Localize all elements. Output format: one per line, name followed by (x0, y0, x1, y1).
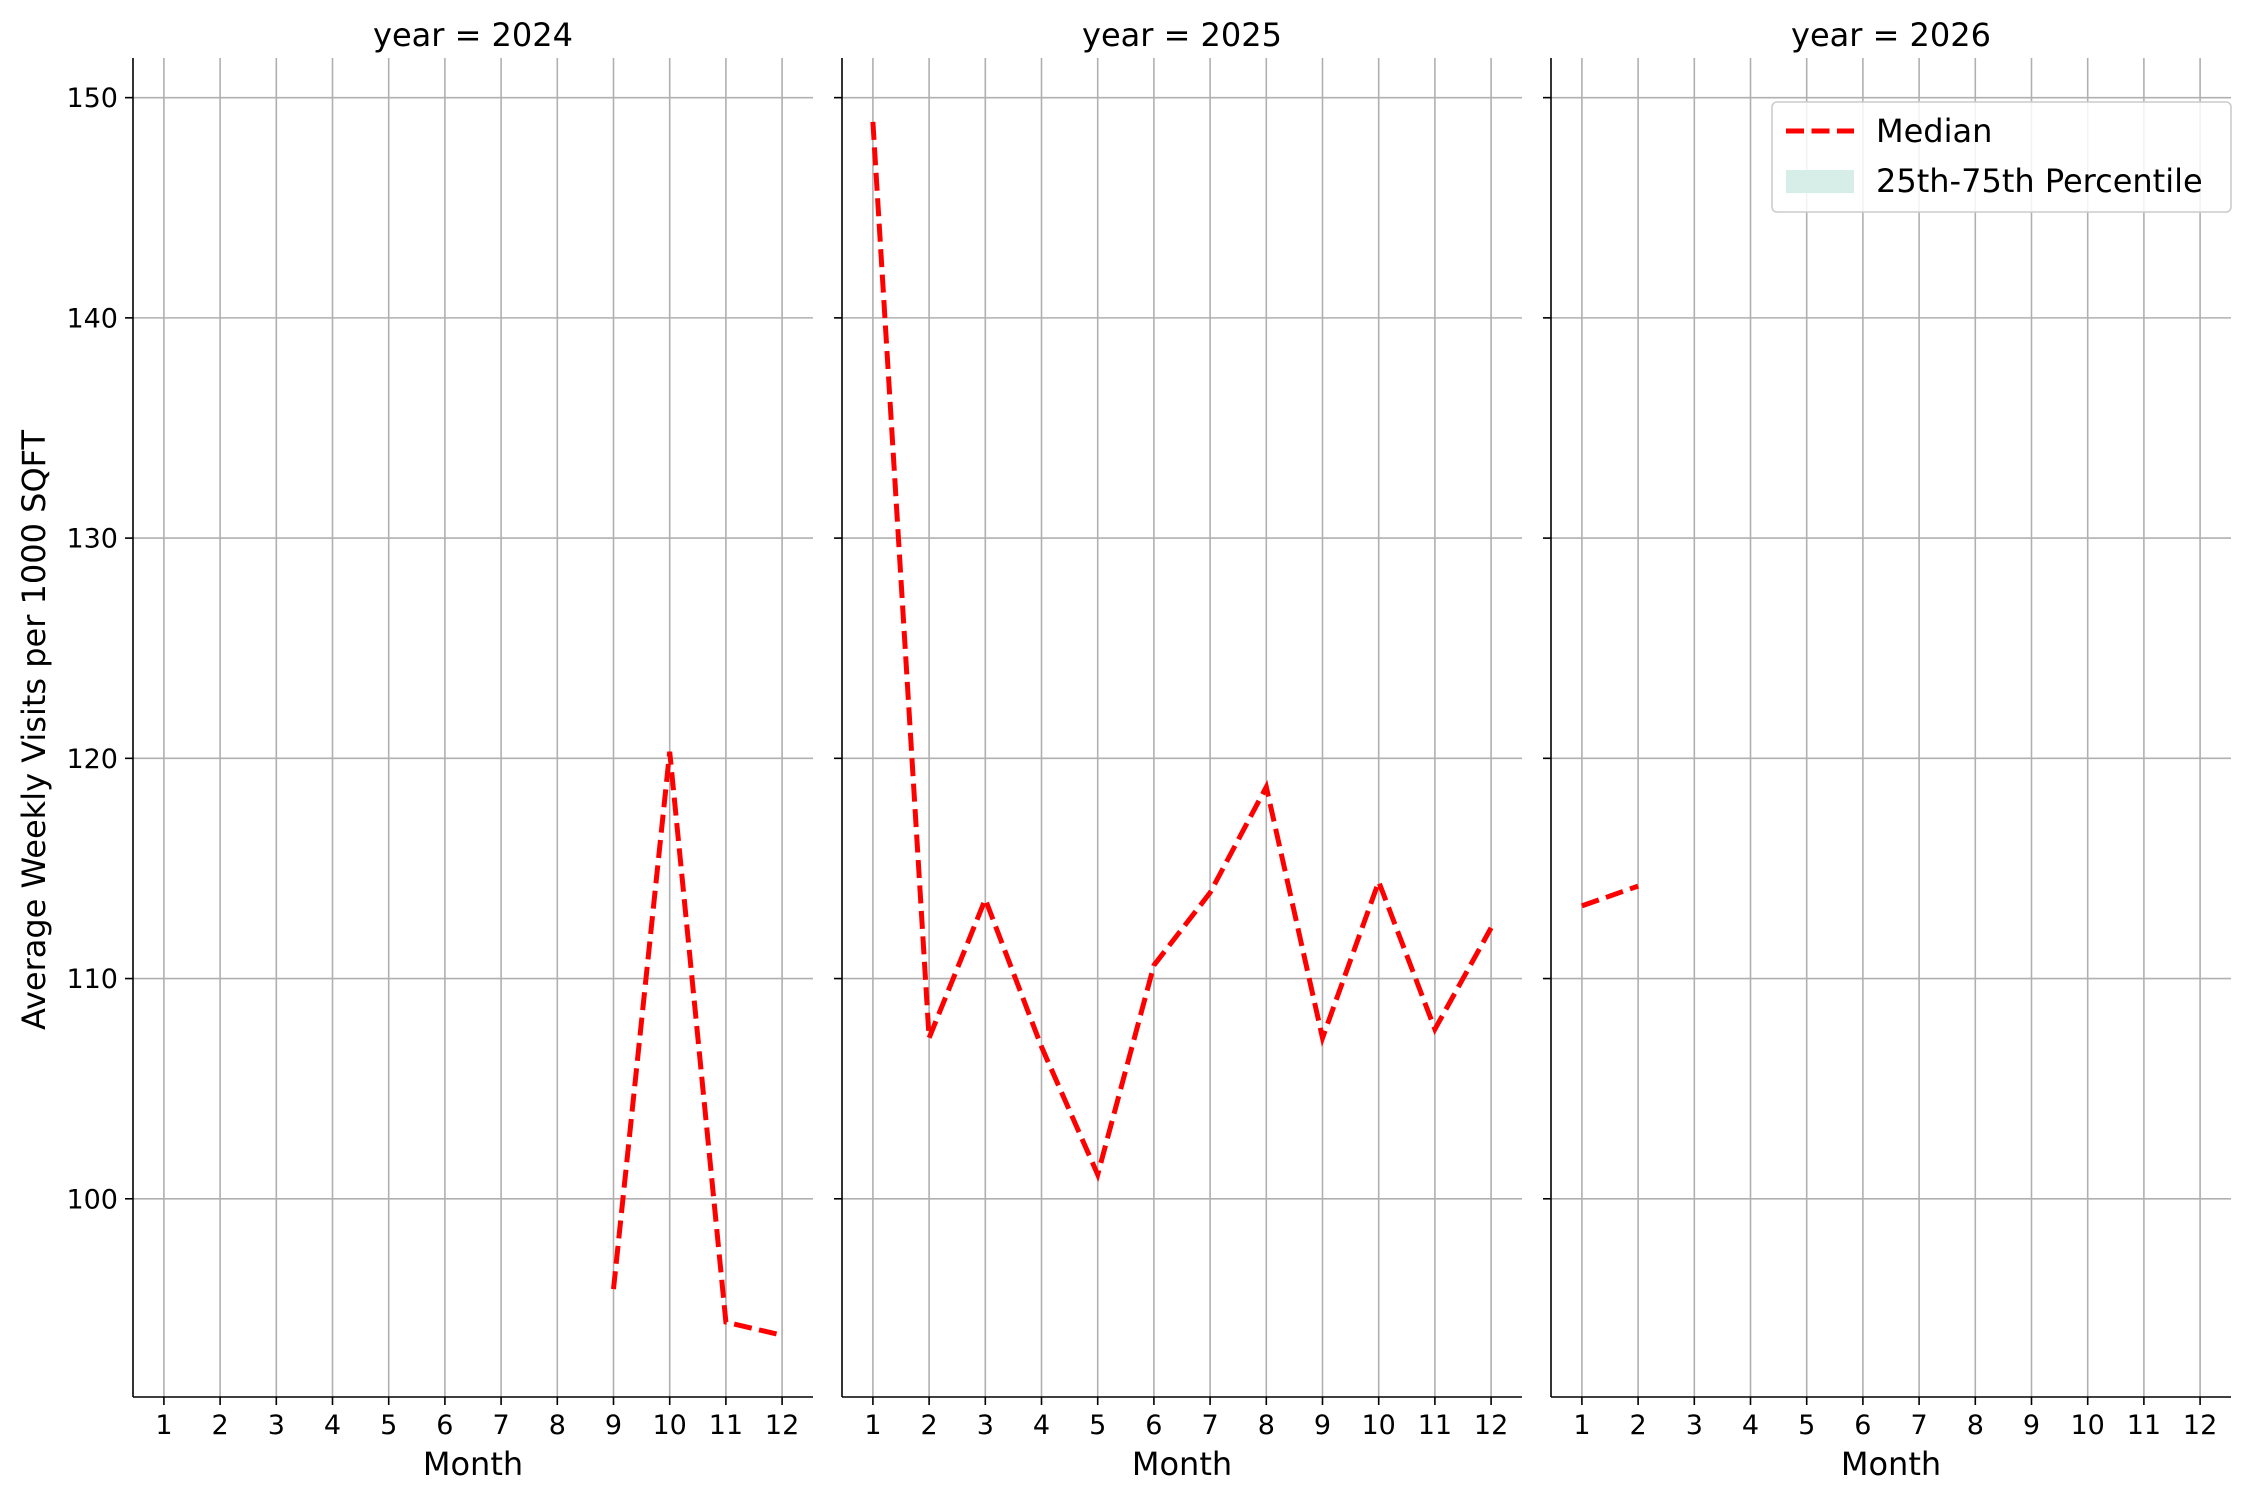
legend-percentile-swatch (1786, 170, 1854, 193)
x-tick-label: 7 (1202, 1410, 1219, 1441)
x-tick-label: 3 (268, 1410, 285, 1441)
x-tick-label: 12 (1474, 1410, 1508, 1441)
y-tick-label: 110 (66, 964, 118, 995)
median-line (870, 121, 1494, 1183)
y-tick-label: 100 (66, 1184, 118, 1215)
x-tick-label: 9 (2023, 1410, 2040, 1441)
x-tick-label: 11 (709, 1410, 743, 1441)
x-tick-label: 5 (1089, 1410, 1106, 1441)
legend-label: 25th-75th Percentile (1876, 162, 2203, 200)
x-tick-label: 4 (324, 1410, 341, 1441)
x-tick-label: 6 (436, 1410, 453, 1441)
y-axis-label: Average Weekly Visits per 1000 SQFT (15, 429, 53, 1030)
x-tick-label: 4 (1742, 1410, 1759, 1441)
x-tick-label: 1 (1573, 1410, 1590, 1441)
x-tick-label: 3 (977, 1410, 994, 1441)
y-tick-label: 120 (66, 744, 118, 775)
x-tick-label: 8 (1967, 1410, 1984, 1441)
x-tick-label: 1 (155, 1410, 172, 1441)
x-tick-label: 1 (864, 1410, 881, 1441)
x-tick-label: 2 (1630, 1410, 1647, 1441)
panel-title: year = 2026 (1791, 16, 1991, 54)
x-tick-label: 9 (605, 1410, 622, 1441)
x-tick-label: 7 (1911, 1410, 1928, 1441)
x-tick-label: 6 (1145, 1410, 1162, 1441)
median-line (611, 751, 783, 1338)
legend-box (1771, 101, 2232, 213)
y-tick-label: 140 (66, 303, 118, 334)
x-tick-label: 10 (1362, 1410, 1396, 1441)
panel-title: year = 2024 (373, 16, 573, 54)
legend: Median 25th-75th Percentile (1771, 101, 2232, 213)
x-tick-label: 11 (1418, 1410, 1452, 1441)
legend-label: Median (1876, 112, 1992, 150)
x-tick-label: 5 (380, 1410, 397, 1441)
x-axis-label: Month (423, 1445, 523, 1483)
x-tick-label: 8 (549, 1410, 566, 1441)
x-tick-label: 12 (765, 1410, 799, 1441)
x-tick-label: 3 (1686, 1410, 1703, 1441)
x-tick-label: 9 (1314, 1410, 1331, 1441)
y-tick-label: 150 (66, 83, 118, 114)
x-tick-label: 7 (493, 1410, 510, 1441)
x-axis-label: Month (1132, 1445, 1232, 1483)
x-tick-label: 12 (2183, 1410, 2217, 1441)
x-axis-label: Month (1841, 1445, 1941, 1483)
x-tick-label: 8 (1258, 1410, 1275, 1441)
x-tick-label: 4 (1033, 1410, 1050, 1441)
x-tick-label: 6 (1854, 1410, 1871, 1441)
x-tick-label: 5 (1798, 1410, 1815, 1441)
x-tick-label: 10 (2071, 1410, 2105, 1441)
median-line (1581, 883, 1639, 909)
panel-title: year = 2025 (1082, 16, 1282, 54)
x-tick-label: 2 (212, 1410, 229, 1441)
y-tick-label: 130 (66, 524, 118, 555)
x-tick-label: 11 (2127, 1410, 2161, 1441)
x-tick-label: 2 (921, 1410, 938, 1441)
x-tick-label: 10 (653, 1410, 687, 1441)
